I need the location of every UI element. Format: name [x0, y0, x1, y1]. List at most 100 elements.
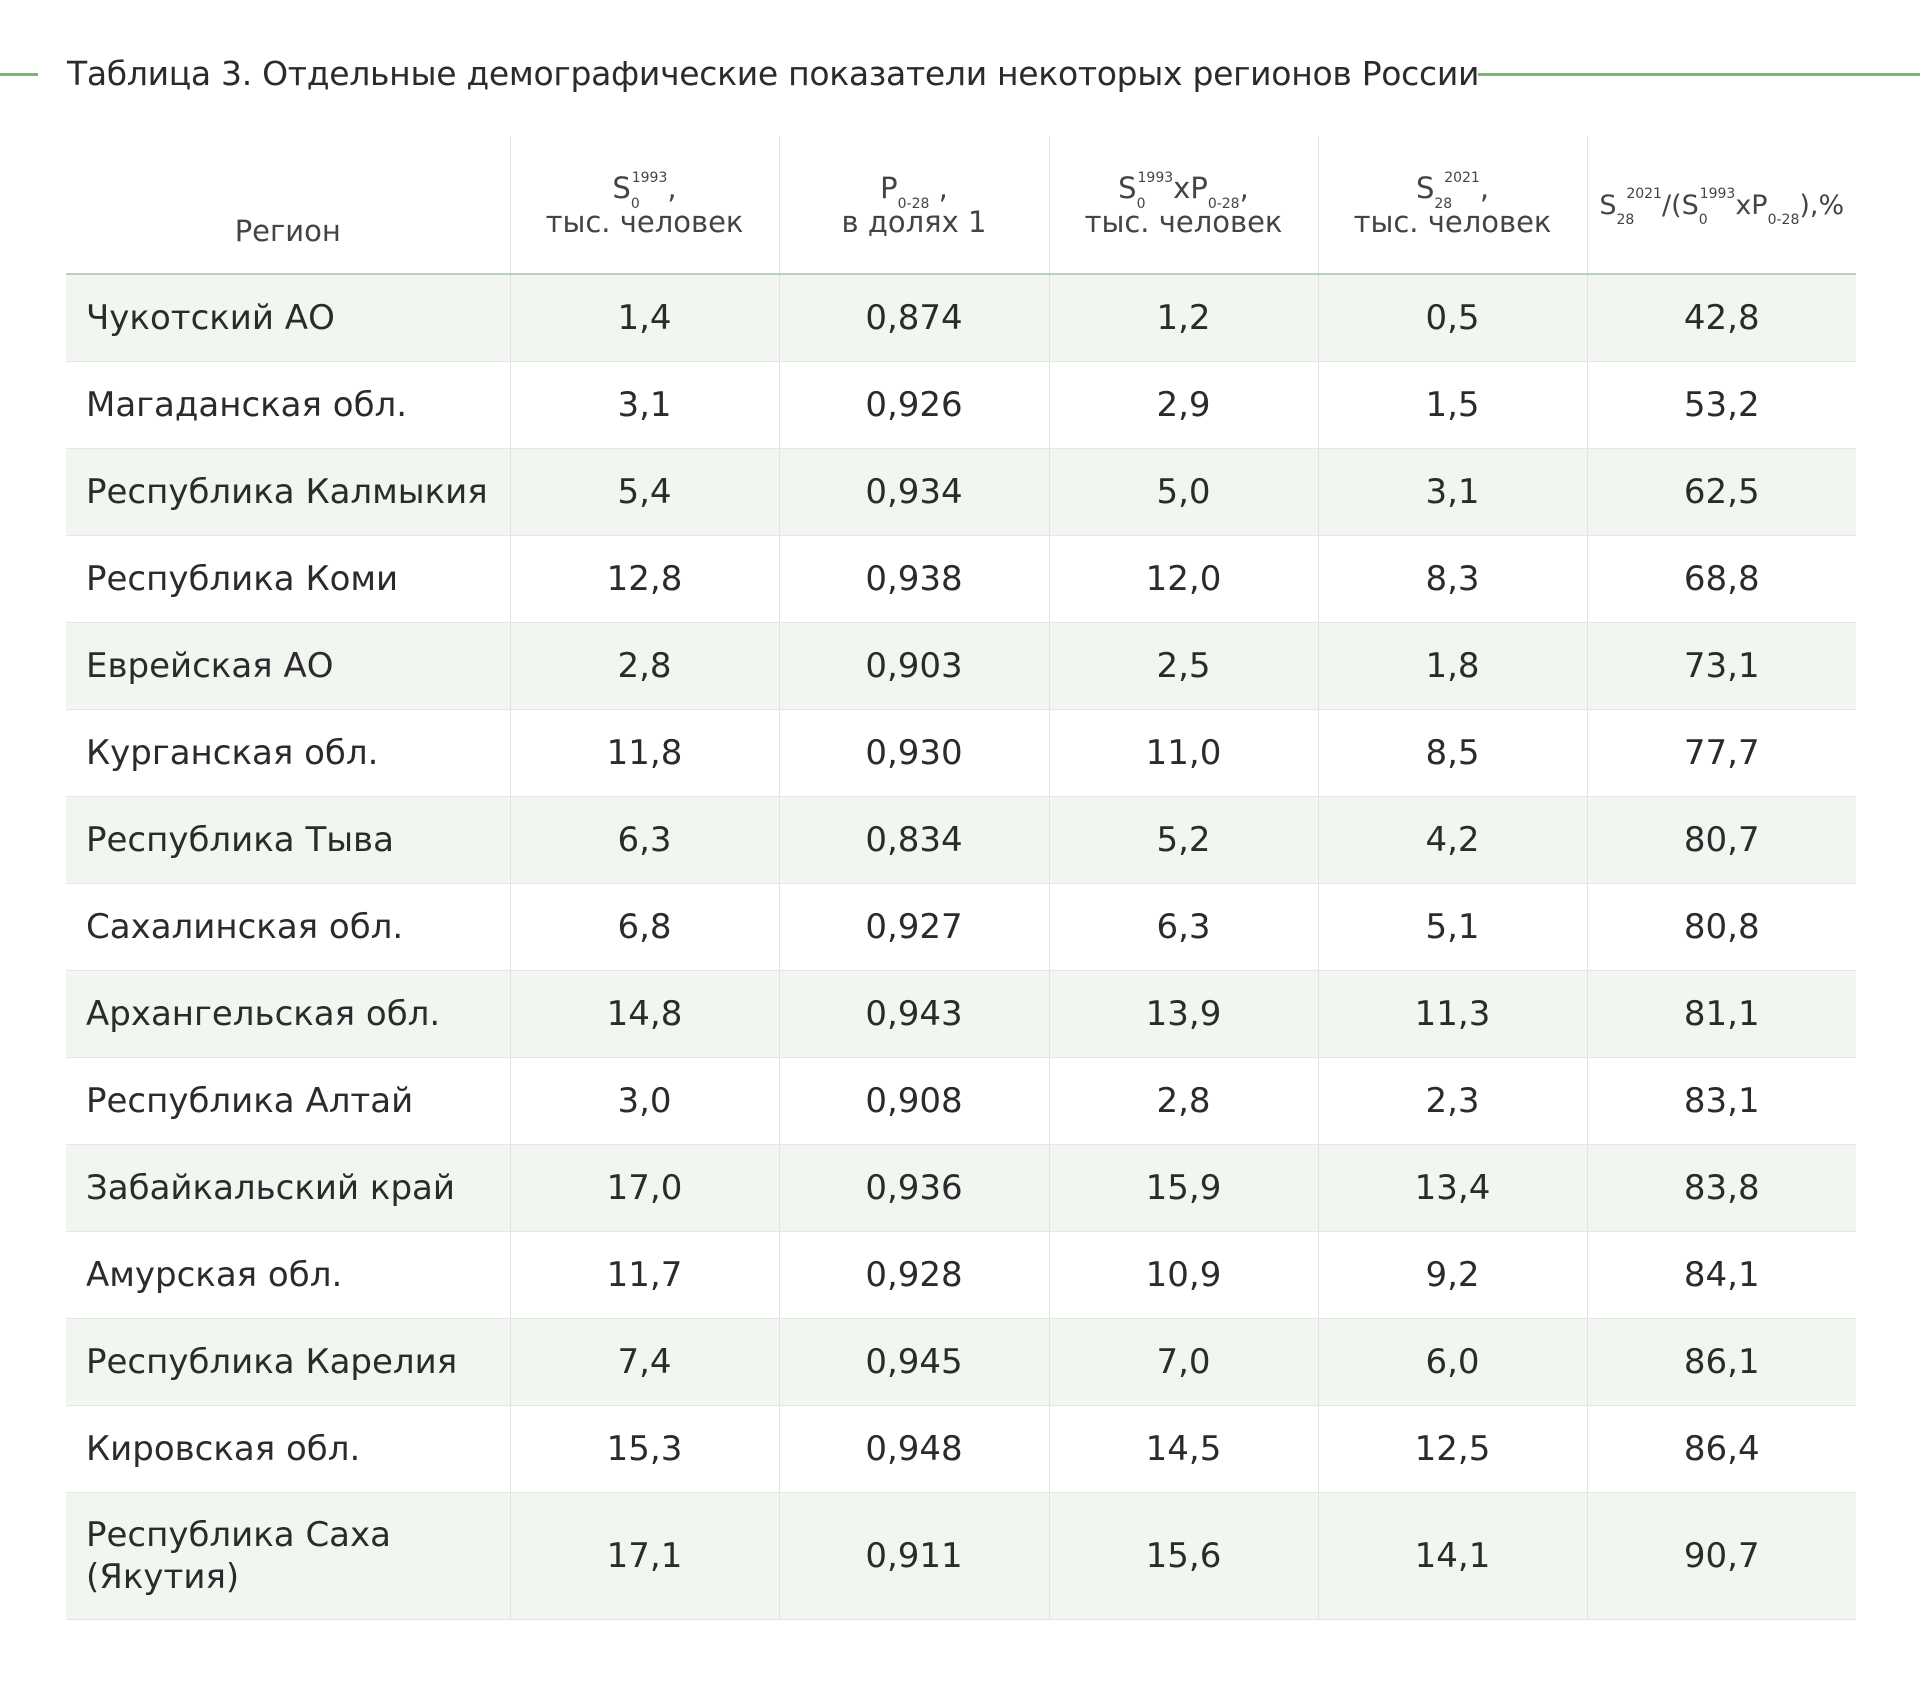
cell-s0-x-p: 2,5 [1048, 622, 1318, 710]
cell-region: Республика Алтай [66, 1057, 510, 1145]
table-row: Сахалинская обл. 6,8 0,927 6,3 5,1 80,8 [66, 883, 1856, 971]
cell-ratio-percent: 86,1 [1586, 1318, 1856, 1406]
header-region-label: Регион [234, 213, 341, 248]
cell-s0-1993: 12,8 [509, 535, 779, 623]
cell-region: Курганская обл. [66, 709, 510, 797]
header-s0-x-p-unit: тыс. человек [1084, 204, 1283, 239]
header-ratio-percent-formula: S282021/(S01993xP0-28),% [1599, 185, 1845, 228]
cell-s0-x-p: 7,0 [1048, 1318, 1318, 1406]
header-s28-2021-unit: тыс. человек [1353, 204, 1552, 239]
cell-s28-2021: 3,1 [1317, 448, 1587, 536]
header-s0-1993-unit: тыс. человек [545, 204, 744, 239]
cell-region: Республика Калмыкия [66, 448, 510, 536]
cell-ratio-percent: 90,7 [1586, 1492, 1856, 1620]
table-container: Регион S01993, тыс. человек P0-28 , в до… [66, 136, 1856, 1620]
cell-region: Забайкальский край [66, 1144, 510, 1232]
cell-s28-2021: 5,1 [1317, 883, 1587, 971]
table-row: Магаданская обл. 3,1 0,926 2,9 1,5 53,2 [66, 361, 1856, 449]
title-rule-right [1478, 73, 1920, 76]
cell-s28-2021: 9,2 [1317, 1231, 1587, 1319]
cell-s28-2021: 4,2 [1317, 796, 1587, 884]
cell-s0-x-p: 6,3 [1048, 883, 1318, 971]
header-s28-2021-formula: S282021, [1415, 169, 1490, 212]
cell-s0-x-p: 15,9 [1048, 1144, 1318, 1232]
cell-s28-2021: 13,4 [1317, 1144, 1587, 1232]
cell-region: Кировская обл. [66, 1405, 510, 1493]
table-title: Таблица 3. Отдельные демографические пок… [67, 54, 1480, 93]
header-row: Регион S01993, тыс. человек P0-28 , в до… [66, 136, 1856, 275]
table-row: Республика Саха (Якутия) 17,1 0,911 15,6 14,… [66, 1492, 1856, 1620]
table-row: Республика Карелия 7,4 0,945 7,0 6,0 86,1 [66, 1318, 1856, 1406]
table-row: Курганская обл. 11,8 0,930 11,0 8,5 77,7 [66, 709, 1856, 797]
cell-p-0-28: 0,928 [778, 1231, 1049, 1319]
cell-s28-2021: 14,1 [1317, 1492, 1587, 1620]
table-header: Регион S01993, тыс. человек P0-28 , в до… [66, 136, 1856, 275]
cell-ratio-percent: 81,1 [1586, 970, 1856, 1058]
cell-s0-1993: 2,8 [509, 622, 779, 710]
table-row: Забайкальский край 17,0 0,936 15,9 13,4 83,8 [66, 1144, 1856, 1232]
cell-s0-x-p: 15,6 [1048, 1492, 1318, 1620]
header-ratio-percent: S282021/(S01993xP0-28),% [1586, 136, 1856, 275]
cell-s0-1993: 17,1 [509, 1492, 779, 1620]
cell-ratio-percent: 53,2 [1586, 361, 1856, 449]
cell-ratio-percent: 83,8 [1586, 1144, 1856, 1232]
header-region: Регион [66, 136, 510, 275]
header-p-0-28-unit: в долях 1 [841, 204, 987, 239]
cell-region: Республика Саха (Якутия) [66, 1492, 510, 1620]
cell-s28-2021: 11,3 [1317, 970, 1587, 1058]
cell-s28-2021: 12,5 [1317, 1405, 1587, 1493]
cell-s28-2021: 0,5 [1317, 274, 1587, 362]
cell-s28-2021: 8,5 [1317, 709, 1587, 797]
title-row: Таблица 3. Отдельные демографические пок… [0, 44, 1920, 104]
cell-s0-1993: 6,8 [509, 883, 779, 971]
table-row: Кировская обл. 15,3 0,948 14,5 12,5 86,4 [66, 1405, 1856, 1493]
cell-p-0-28: 0,938 [778, 535, 1049, 623]
cell-ratio-percent: 83,1 [1586, 1057, 1856, 1145]
table-row: Чукотский АО 1,4 0,874 1,2 0,5 42,8 [66, 274, 1856, 362]
cell-ratio-percent: 42,8 [1586, 274, 1856, 362]
cell-ratio-percent: 84,1 [1586, 1231, 1856, 1319]
cell-s28-2021: 6,0 [1317, 1318, 1587, 1406]
cell-region: Сахалинская обл. [66, 883, 510, 971]
table-body: Чукотский АО 1,4 0,874 1,2 0,5 42,8 Магаданска… [66, 274, 1856, 1620]
cell-s0-x-p: 2,9 [1048, 361, 1318, 449]
cell-p-0-28: 0,927 [778, 883, 1049, 971]
cell-ratio-percent: 68,8 [1586, 535, 1856, 623]
cell-p-0-28: 0,911 [778, 1492, 1049, 1620]
header-s0-1993: S01993, тыс. человек [509, 136, 779, 275]
cell-s0-x-p: 11,0 [1048, 709, 1318, 797]
cell-ratio-percent: 86,4 [1586, 1405, 1856, 1493]
cell-region: Республика Карелия [66, 1318, 510, 1406]
cell-p-0-28: 0,936 [778, 1144, 1049, 1232]
cell-s0-1993: 3,0 [509, 1057, 779, 1145]
cell-region: Амурская обл. [66, 1231, 510, 1319]
title-rule-left [0, 73, 38, 76]
cell-p-0-28: 0,926 [778, 361, 1049, 449]
table-row: Республика Коми 12,8 0,938 12,0 8,3 68,8 [66, 535, 1856, 623]
header-p-0-28-formula: P0-28 , [880, 170, 948, 212]
cell-s0-1993: 14,8 [509, 970, 779, 1058]
cell-ratio-percent: 80,8 [1586, 883, 1856, 971]
header-s0-1993-formula: S01993, [612, 169, 677, 212]
table-row: Республика Калмыкия 5,4 0,934 5,0 3,1 62,5 [66, 448, 1856, 536]
cell-s0-1993: 6,3 [509, 796, 779, 884]
cell-s0-x-p: 12,0 [1048, 535, 1318, 623]
cell-s0-1993: 15,3 [509, 1405, 779, 1493]
cell-p-0-28: 0,930 [778, 709, 1049, 797]
table-row: Республика Тыва 6,3 0,834 5,2 4,2 80,7 [66, 796, 1856, 884]
cell-s0-1993: 17,0 [509, 1144, 779, 1232]
cell-ratio-percent: 77,7 [1586, 709, 1856, 797]
cell-p-0-28: 0,834 [778, 796, 1049, 884]
cell-s0-x-p: 1,2 [1048, 274, 1318, 362]
cell-s28-2021: 1,5 [1317, 361, 1587, 449]
cell-s28-2021: 2,3 [1317, 1057, 1587, 1145]
cell-p-0-28: 0,934 [778, 448, 1049, 536]
cell-region: Еврейская АО [66, 622, 510, 710]
cell-s0-1993: 3,1 [509, 361, 779, 449]
cell-s0-x-p: 2,8 [1048, 1057, 1318, 1145]
table-row: Еврейская АО 2,8 0,903 2,5 1,8 73,1 [66, 622, 1856, 710]
cell-s0-1993: 11,7 [509, 1231, 779, 1319]
cell-s0-1993: 7,4 [509, 1318, 779, 1406]
table-row: Амурская обл. 11,7 0,928 10,9 9,2 84,1 [66, 1231, 1856, 1319]
cell-region: Республика Тыва [66, 796, 510, 884]
